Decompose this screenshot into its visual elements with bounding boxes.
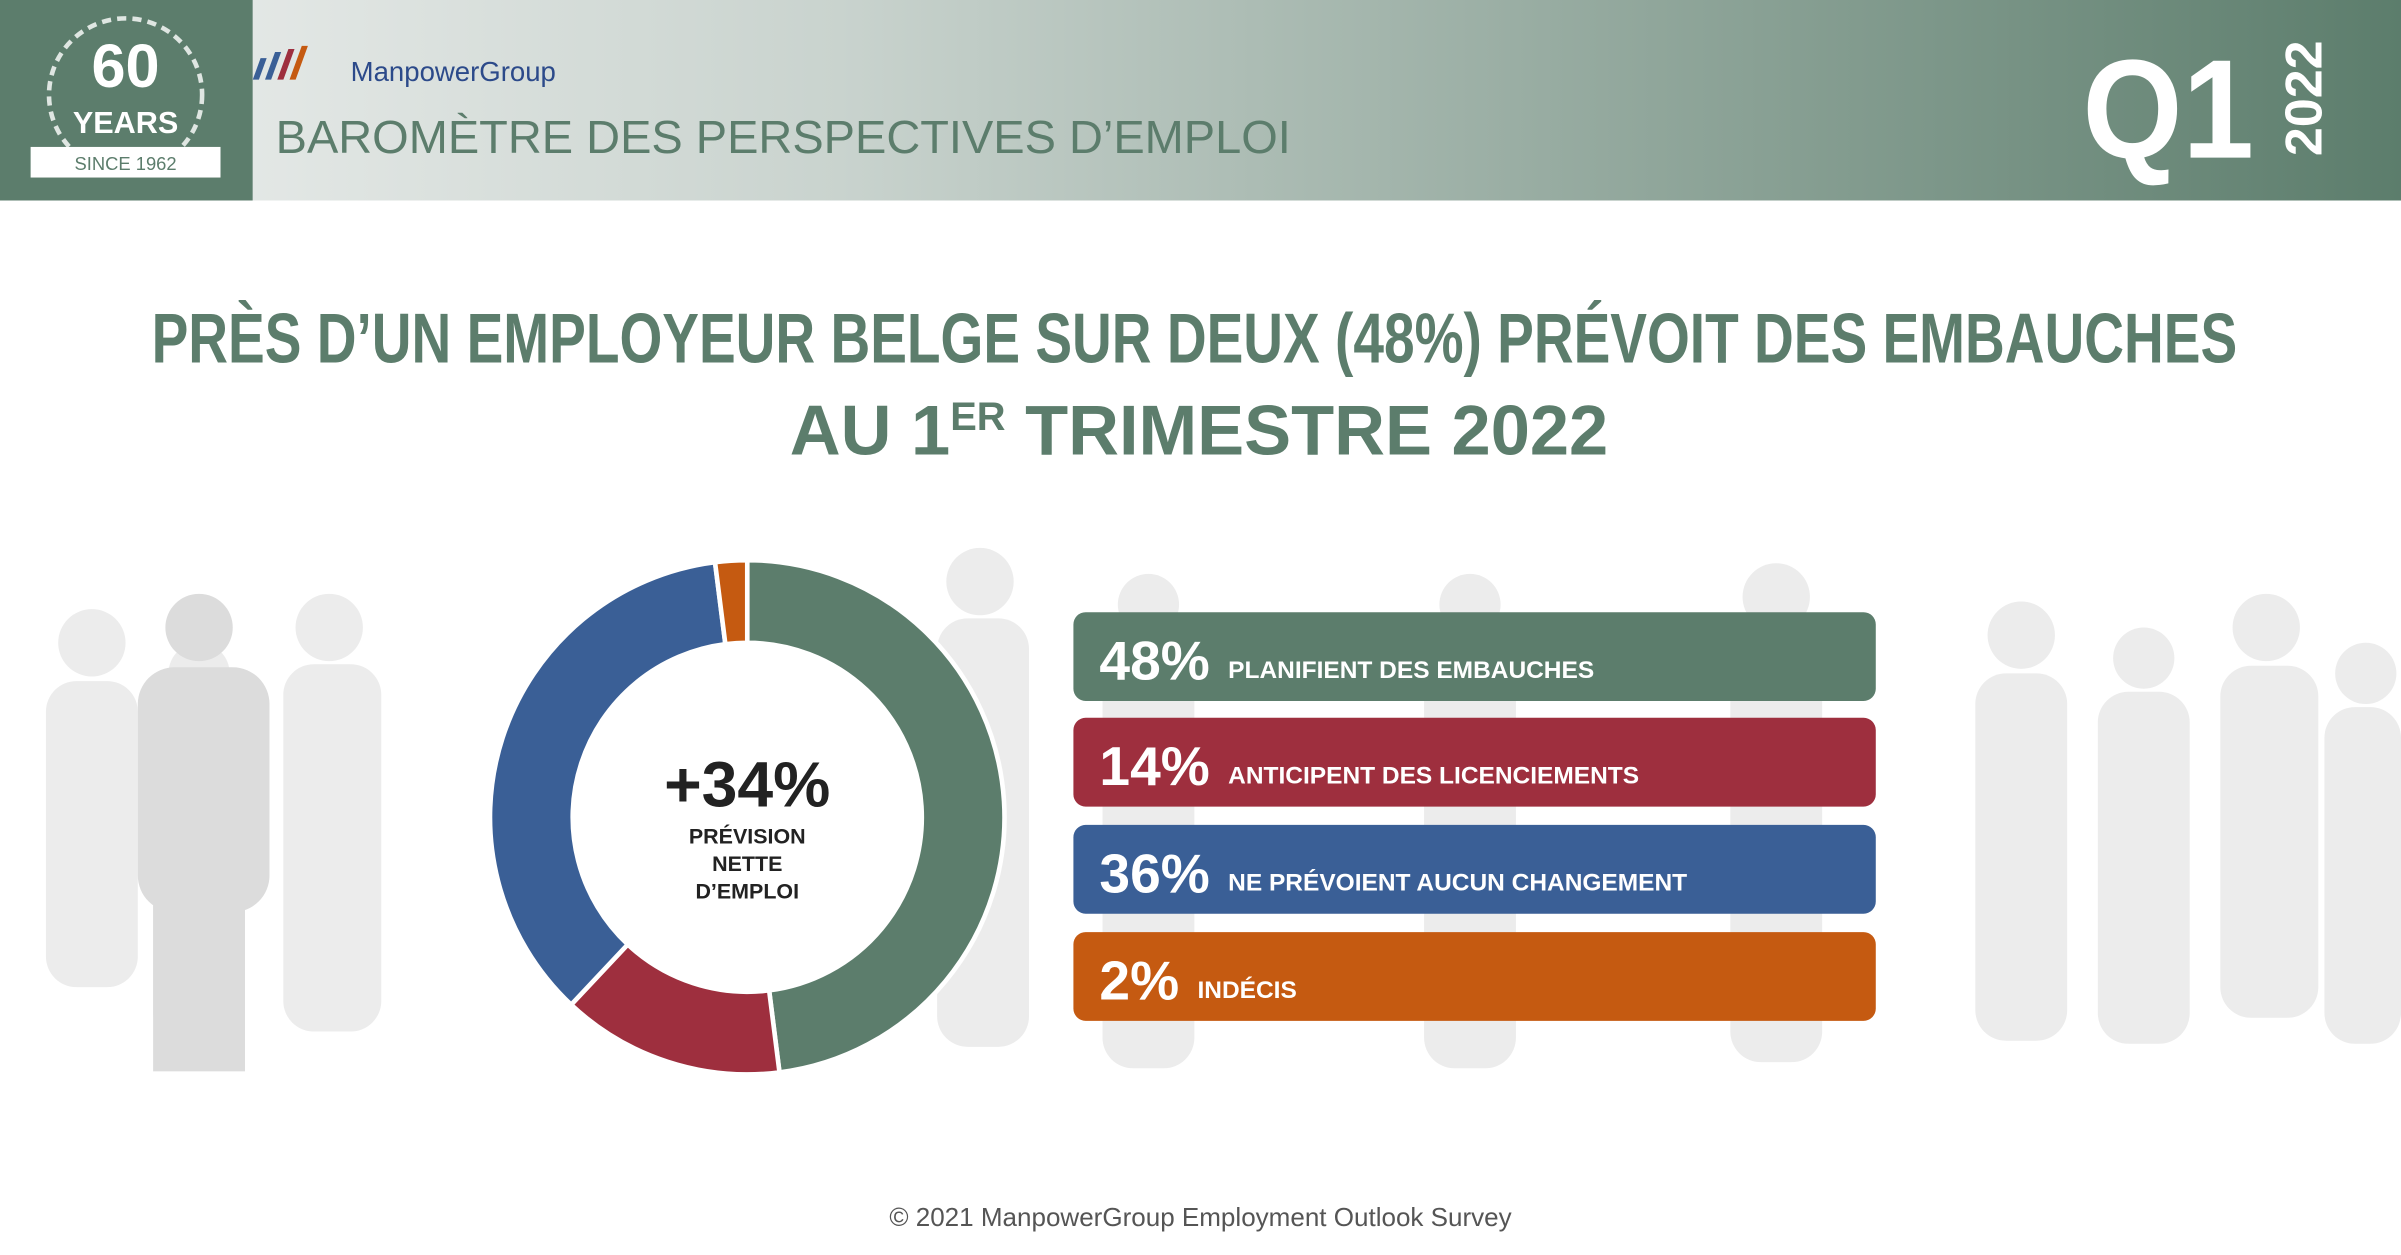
value-label: 36%: [1099, 842, 1209, 904]
center-label: D’EMPLOI: [695, 879, 799, 903]
legend-box: [1073, 717, 1876, 807]
legend-label: ANTICIPENT DES LICENCIEMENTS: [1228, 763, 1639, 790]
header-subtitle: BAROMÈTRE DES PERSPECTIVES D’EMPLOI: [276, 111, 1291, 163]
value-label: 2%: [1099, 949, 1179, 1011]
year: 2022: [2275, 40, 2333, 156]
badge-number: 60: [91, 32, 159, 100]
quarter: Q1: [2083, 31, 2255, 188]
title-part: AU 1: [790, 391, 950, 470]
badge-wreath: [46, 16, 205, 174]
badge-ribbon: [30, 146, 221, 178]
value-label: 48%: [1099, 630, 1209, 692]
brand-logo: [252, 45, 308, 80]
title-superscript: ER: [950, 395, 1005, 439]
legend-box: [1073, 932, 1876, 1021]
donut-hole: [572, 642, 922, 992]
title-line-1: PRÈS D’UN EMPLOYEUR BELGE SUR DEUX (48%)…: [152, 299, 2238, 378]
center-value: +34%: [664, 749, 830, 821]
legend-label: INDÉCIS: [1197, 976, 1296, 1004]
header-band: [0, 0, 2401, 201]
legend-label: PLANIFIENT DES EMBAUCHES: [1228, 657, 1594, 684]
legend-box: [1073, 824, 1876, 914]
brand-name: ManpowerGroup: [351, 56, 556, 87]
title-line-2: AU 1ER TRIMESTRE 2022: [790, 391, 1608, 470]
center-label: PRÉVISION: [689, 823, 806, 848]
center-label: NETTE: [712, 852, 782, 876]
crowd-foreground: [137, 593, 270, 1072]
legend-label: NE PRÉVOIENT AUCUN CHANGEMENT: [1228, 869, 1687, 897]
footer: © 2021 ManpowerGroup Employment Outlook …: [889, 1202, 1511, 1232]
badge-years: YEARS: [73, 106, 178, 140]
legend-box: [1073, 612, 1876, 701]
title-part: TRIMESTRE 2022: [1006, 391, 1609, 470]
badge-since: SINCE 1962: [75, 153, 177, 174]
value-label: 14%: [1099, 735, 1209, 797]
